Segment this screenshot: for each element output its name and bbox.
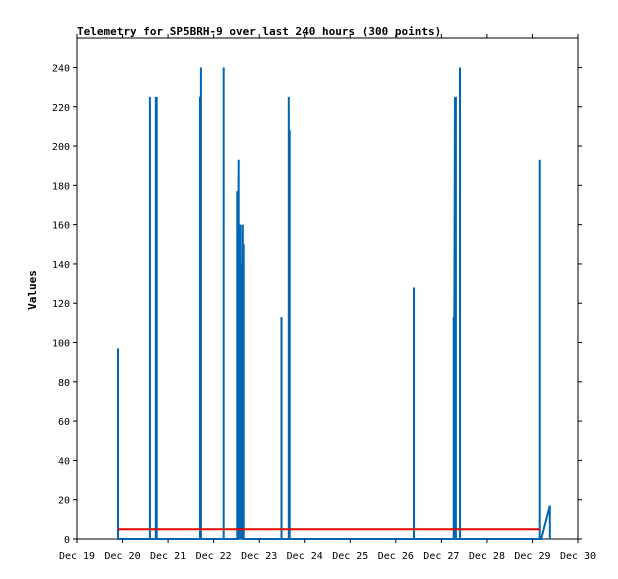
plot-area-frame (76, 37, 579, 540)
y-tick-label-160: 160 (52, 221, 70, 232)
y-tick-label-40: 40 (58, 456, 70, 467)
y-tick-label-60: 60 (58, 417, 70, 428)
y-tick-label-20: 20 (58, 496, 70, 507)
y-tick-label-140: 140 (52, 260, 70, 271)
x-tick-label-4: Dec 23 (241, 551, 277, 562)
series-layer (117, 67, 551, 540)
x-tick-label-11: Dec 30 (560, 551, 596, 562)
y-tick-label-240: 240 (52, 63, 70, 74)
x-tick-label-0: Dec 19 (59, 551, 95, 562)
x-tick-label-3: Dec 22 (196, 551, 232, 562)
x-tick-label-2: Dec 21 (150, 551, 186, 562)
x-tick-label-1: Dec 20 (104, 551, 140, 562)
x-tick-label-7: Dec 26 (378, 551, 414, 562)
y-axis: 0 20 40 60 80 100 120 140 160 180 200 220 240 (52, 63, 582, 546)
y-axis-label: Values (26, 270, 39, 310)
y-tick-label-220: 220 (52, 103, 70, 114)
y-tick-label-200: 200 (52, 142, 70, 153)
y-tick-label-0: 0 (64, 535, 70, 546)
y-tick-label-120: 120 (52, 299, 70, 310)
x-tick-label-8: Dec 27 (423, 551, 459, 562)
x-tick-label-6: Dec 25 (332, 551, 368, 562)
x-axis: Dec 19 Dec 20 Dec 21 Dec 22 Dec 23 Dec 24 Dec … (59, 34, 596, 562)
y-tick-label-80: 80 (58, 378, 70, 389)
y-tick-label-100: 100 (52, 339, 70, 350)
x-tick-label-10: Dec 29 (514, 551, 550, 562)
x-tick-label-5: Dec 24 (287, 551, 323, 562)
series-line-0 (117, 67, 551, 540)
y-tick-label-180: 180 (52, 181, 70, 192)
x-tick-label-9: Dec 28 (469, 551, 505, 562)
